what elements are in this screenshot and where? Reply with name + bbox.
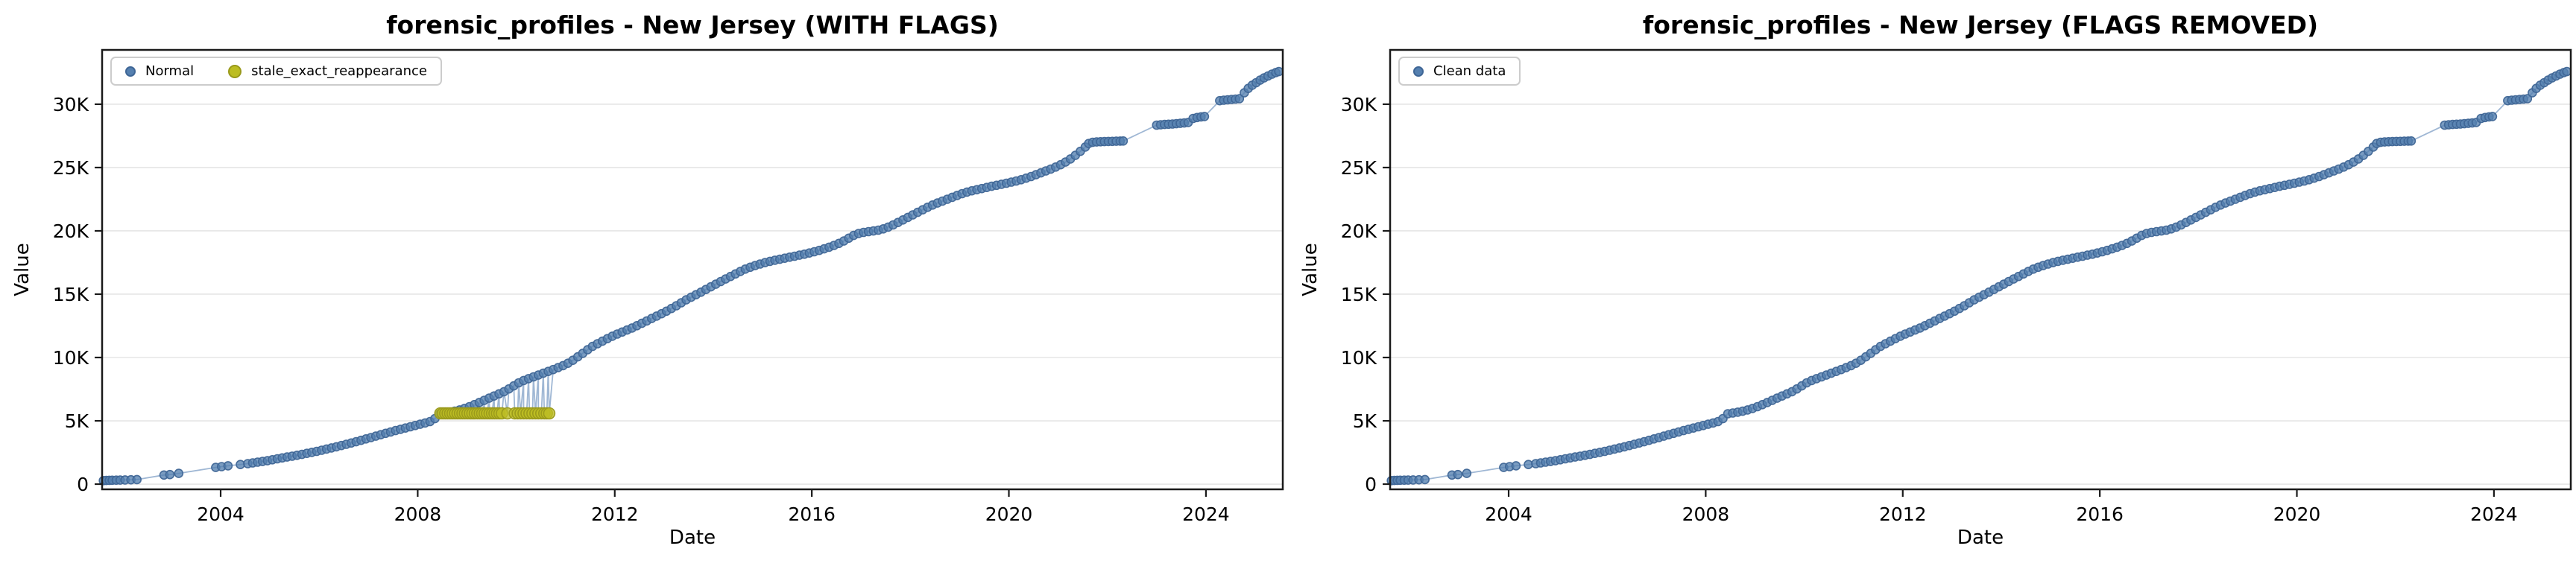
svg-text:2004: 2004 xyxy=(1485,503,1532,525)
left-x-axis-label: Date xyxy=(669,527,716,549)
legend-label-normal: Normal xyxy=(145,63,195,79)
left-legend: Normal stale_exact_reappearance xyxy=(110,57,442,86)
right-chart-title: forensic_profiles - New Jersey (FLAGS RE… xyxy=(1642,10,2319,39)
svg-text:5K: 5K xyxy=(65,410,89,432)
svg-text:25K: 25K xyxy=(1341,157,1377,179)
svg-text:20K: 20K xyxy=(1341,220,1377,242)
left-chart-plot-canvas: 2004 2008 2012 2016 2020 2024 0 5K 10K 15K 20K 25K 3… xyxy=(53,48,1284,525)
svg-text:10K: 10K xyxy=(1341,347,1377,369)
svg-text:30K: 30K xyxy=(53,94,89,115)
svg-text:2024: 2024 xyxy=(2470,503,2518,525)
svg-text:2008: 2008 xyxy=(1682,503,1730,525)
left-chart-panel: 2004 2008 2012 2016 2020 2024 0 5K 10K 15K 20K 25K 3… xyxy=(11,10,1284,549)
svg-text:25K: 25K xyxy=(53,157,89,179)
clean-marker-icon xyxy=(1413,66,1424,77)
right-y-axis-label: Value xyxy=(1299,243,1322,296)
svg-text:2016: 2016 xyxy=(788,503,836,525)
svg-text:20K: 20K xyxy=(53,220,89,242)
svg-text:2004: 2004 xyxy=(197,503,244,525)
legend-item-stale: stale_exact_reappearance xyxy=(228,63,427,79)
left-y-axis-label: Value xyxy=(11,243,34,296)
svg-text:2012: 2012 xyxy=(591,503,639,525)
svg-text:2020: 2020 xyxy=(985,503,1033,525)
legend-label-stale: stale_exact_reappearance xyxy=(251,63,427,79)
right-legend: Clean data xyxy=(1398,57,1521,86)
legend-item-clean: Clean data xyxy=(1413,63,1506,79)
svg-text:0: 0 xyxy=(1365,474,1377,495)
svg-text:2020: 2020 xyxy=(2273,503,2321,525)
svg-text:2016: 2016 xyxy=(2076,503,2124,525)
legend-label-clean: Clean data xyxy=(1433,63,1506,79)
svg-text:2008: 2008 xyxy=(394,503,442,525)
svg-text:0: 0 xyxy=(77,474,89,495)
svg-text:2024: 2024 xyxy=(1182,503,1230,525)
right-x-axis-label: Date xyxy=(1957,527,2004,549)
normal-points xyxy=(98,66,1284,486)
svg-text:2012: 2012 xyxy=(1879,503,1927,525)
svg-text:10K: 10K xyxy=(53,347,89,369)
right-chart-panel: 2004 2008 2012 2016 2020 2024 0 5K 10K 15K 20K 25K 3… xyxy=(1288,0,2576,572)
right-chart-plot-canvas: 2004 2008 2012 2016 2020 2024 0 5K 10K 15K 20K 25K 3… xyxy=(1341,48,2572,525)
svg-text:5K: 5K xyxy=(1353,410,1377,432)
svg-text:15K: 15K xyxy=(1341,284,1377,305)
svg-text:30K: 30K xyxy=(1341,94,1377,115)
normal-marker-icon xyxy=(125,66,136,77)
normal-points xyxy=(1386,66,2572,486)
stale-points xyxy=(434,407,556,420)
legend-item-normal: Normal xyxy=(125,63,194,79)
svg-text:15K: 15K xyxy=(53,284,89,305)
left-chart-title: forensic_profiles - New Jersey (WITH FLA… xyxy=(386,10,999,39)
stale-marker-icon xyxy=(228,64,242,78)
